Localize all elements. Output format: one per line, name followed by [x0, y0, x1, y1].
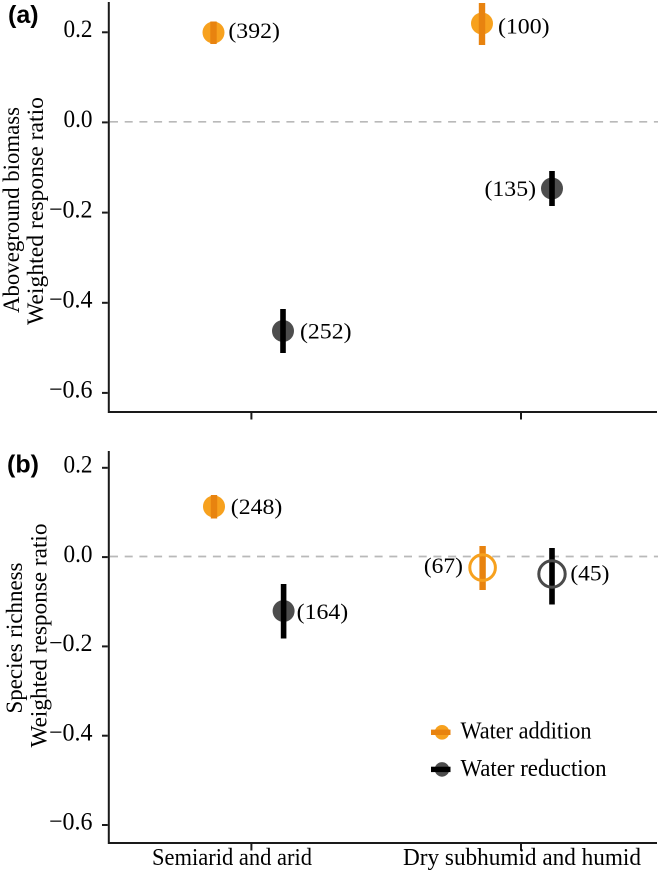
svg-text:−0.2: −0.2	[49, 196, 93, 223]
svg-text:Water addition: Water addition	[461, 719, 592, 745]
svg-text:0.0: 0.0	[64, 106, 93, 133]
svg-text:(392): (392)	[228, 18, 280, 43]
svg-text:−0.2: −0.2	[49, 630, 93, 657]
svg-text:(45): (45)	[570, 560, 609, 585]
svg-text:−0.4: −0.4	[49, 719, 93, 746]
svg-text:(164): (164)	[297, 599, 349, 624]
svg-text:−0.6: −0.6	[49, 377, 93, 404]
svg-text:0.0: 0.0	[64, 541, 93, 568]
svg-text:(67): (67)	[424, 553, 463, 578]
svg-text:Weighted response ratio: Weighted response ratio	[23, 97, 48, 325]
svg-text:0.2: 0.2	[64, 452, 93, 479]
svg-text:Weighted response ratio: Weighted response ratio	[27, 524, 52, 748]
svg-text:0.2: 0.2	[64, 16, 93, 43]
svg-text:Water reduction: Water reduction	[461, 756, 607, 782]
svg-text:−0.4: −0.4	[49, 287, 93, 314]
svg-text:(135): (135)	[485, 176, 537, 201]
svg-text:Dry subhumid and humid: Dry subhumid and humid	[403, 845, 641, 871]
svg-text:−0.6: −0.6	[49, 809, 93, 836]
svg-text:Semiarid and arid: Semiarid and arid	[152, 845, 312, 871]
svg-text:(a): (a)	[8, 1, 39, 29]
svg-text:(252): (252)	[300, 318, 352, 343]
svg-text:(b): (b)	[7, 451, 39, 479]
svg-text:Aboveground biomass: Aboveground biomass	[0, 107, 24, 313]
svg-text:Species richness: Species richness	[2, 562, 27, 713]
svg-text:(100): (100)	[498, 13, 550, 38]
svg-text:(248): (248)	[231, 494, 282, 519]
